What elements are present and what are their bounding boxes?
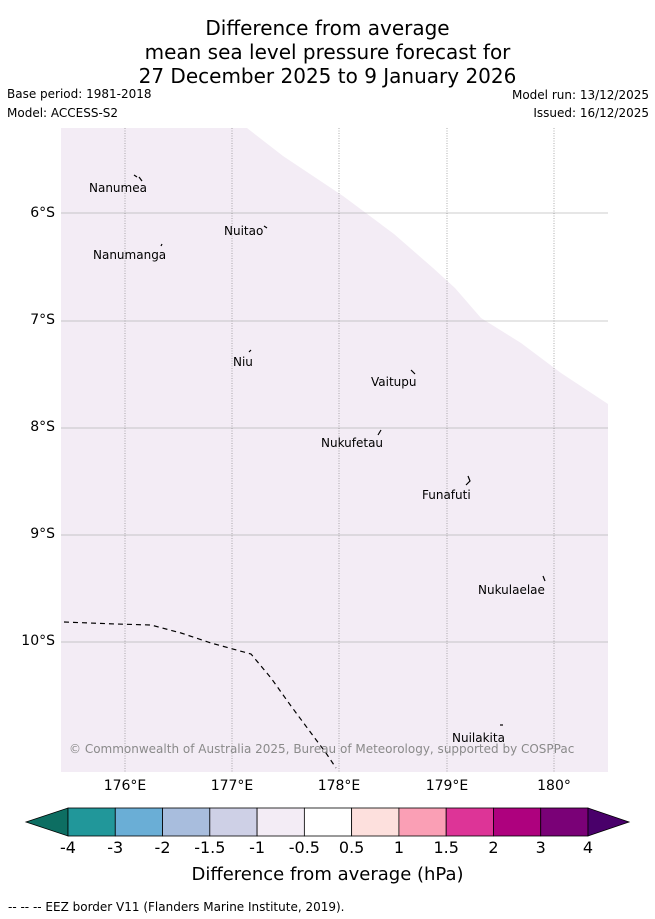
colorbar-tick-label: -1 [249,838,266,857]
colorbar-tick-label: -3 [107,838,124,857]
island-nuitao [263,225,268,229]
lat-label: 6°S [30,205,55,221]
colorbar-tick-label: 2 [488,838,499,857]
title-line-2: mean sea level pressure forecast for [144,40,511,64]
island-vaitupu [410,369,416,375]
colorbar-tick-label: -1.5 [194,838,226,857]
colorbar [24,807,631,837]
title-line-1: Difference from average [205,16,450,40]
lat-label: 7°S [30,312,55,328]
lat-label: 8°S [30,419,55,435]
colorbar-segment [540,807,589,837]
base-period: Base period: 1981-2018 [7,87,152,101]
copyright-notice: © Commonwealth of Australia 2025, Bureau… [69,742,575,756]
place-label: Nukufetau [321,436,384,450]
place-label: Vaitupu [371,375,417,389]
eez-border [63,621,337,769]
place-label: Nuilakita [452,731,505,745]
title-line-3: 27 December 2025 to 9 January 2026 [138,64,517,88]
colorbar-extend-low [24,807,69,837]
colorbar-tick-label: -4 [60,838,76,857]
lon-label: 179°E [425,778,469,794]
colorbar-tick-label: 1.5 [433,838,459,857]
colorbar-segment [445,807,494,837]
place-label: Nanumea [89,181,147,195]
place-label: Nuitao [224,224,264,238]
colorbar-label: Difference from average (hPa) [191,864,464,885]
chart-title: Difference from average mean sea level p… [0,16,655,88]
model-name: Model: ACCESS-S2 [7,106,119,120]
lat-label: 9°S [30,526,55,542]
place-label: Funafuti [422,488,471,502]
lon-label: 180° [537,778,571,794]
colorbar-tick-label: 4 [582,838,594,857]
model-run: Model run: 13/12/2025 [511,88,649,102]
island-outlines [133,174,546,726]
island-nanumea [133,174,143,182]
colorbar-segment [67,807,116,837]
island-nanumanga [160,243,163,247]
place-label: Niu [233,355,253,369]
colorbar-segment [162,807,211,837]
eez-border-legend: -- -- -- EEZ border V11 (Flanders Marine… [8,900,345,914]
colorbar-tick-label: -0.5 [288,838,320,857]
lon-label: 176°E [103,778,147,794]
pressure-anomaly-shading [61,128,608,772]
island-nukufetau [377,429,382,436]
colorbar-segment [114,807,163,837]
island-niu [248,349,252,353]
lon-label: 178°E [317,778,361,794]
colorbar-segment [256,807,305,837]
place-label: Nukulaelae [478,583,545,597]
colorbar-segment [398,807,447,837]
colorbar-extend-high [587,807,631,837]
colorbar-tick-label: 3 [535,838,546,857]
colorbar-tick-label: 1 [393,838,404,857]
place-label: Nanumanga [93,248,167,262]
island-nukulaelae [542,575,546,582]
colorbar-tick-label: 0.5 [338,838,365,857]
island-funafuti [465,475,471,486]
lon-label: 177°E [210,778,254,794]
lat-label: 10°S [21,633,55,649]
colorbar-segment [303,807,353,837]
map-panel [61,128,608,772]
colorbar-segment [209,807,258,837]
issued-date: Issued: 16/12/2025 [533,106,649,120]
colorbar-tick-label: -2 [154,838,171,857]
colorbar-segment [351,807,400,837]
colorbar-segment [493,807,542,837]
